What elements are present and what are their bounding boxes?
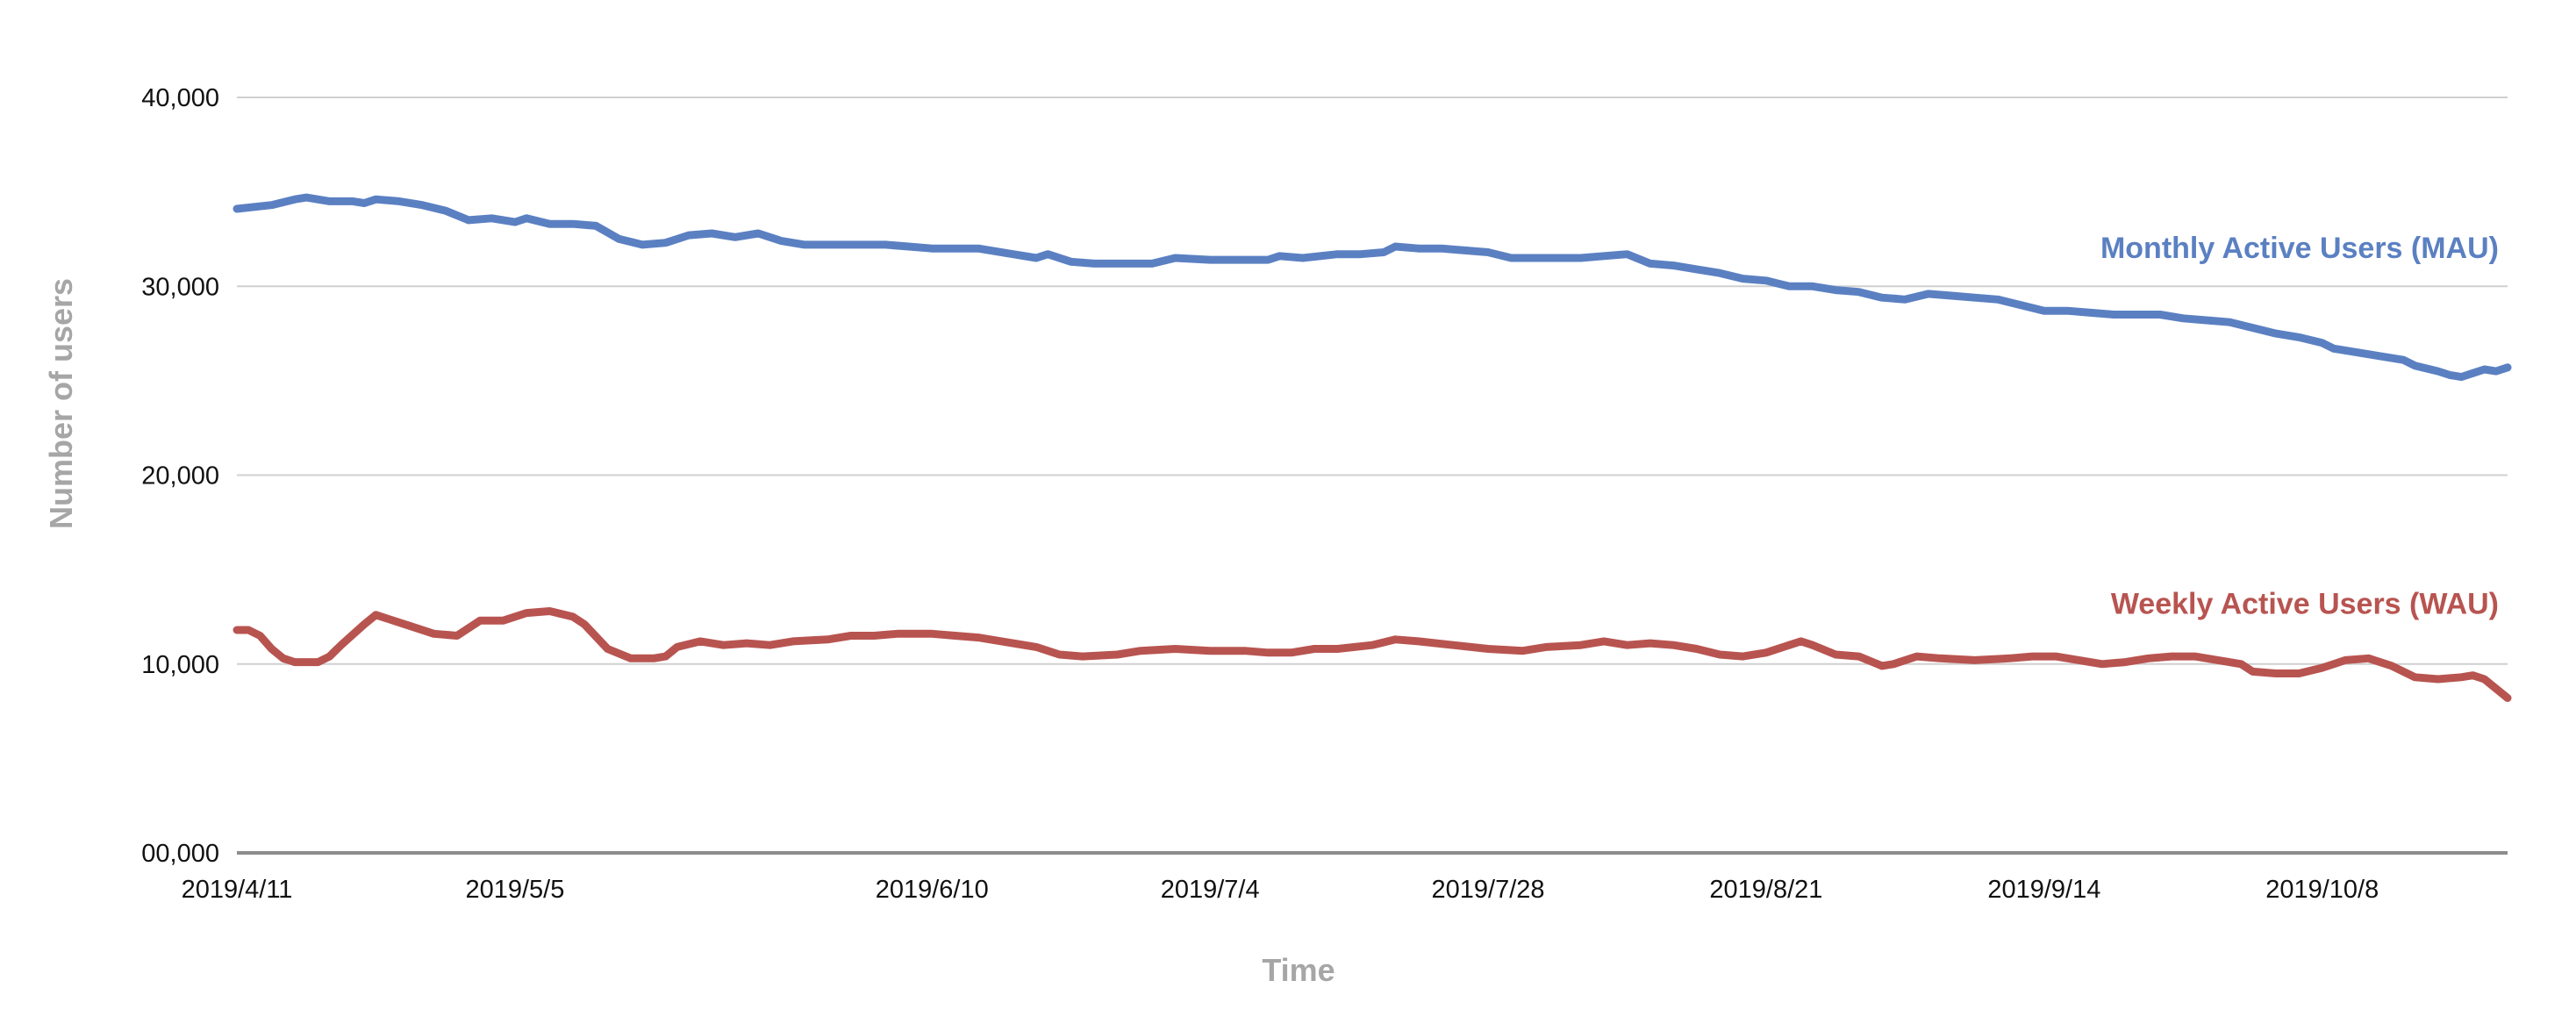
x-tick-label: 2019/4/11 xyxy=(182,876,293,904)
y-tick-label: 30,000 xyxy=(141,273,219,301)
series-line-wau xyxy=(233,607,2512,702)
y-tick-label: 00,000 xyxy=(141,840,219,868)
x-tick-label: 2019/7/28 xyxy=(1432,876,1545,904)
x-axis-title: Time xyxy=(1262,952,1335,988)
series-label-wau: Weekly Active Users (WAU) xyxy=(2111,587,2499,620)
series-line-mau xyxy=(233,193,2512,382)
series-layer xyxy=(233,193,2512,702)
x-tick-label: 2019/6/10 xyxy=(876,876,989,904)
y-axis-title: Number of users xyxy=(43,278,79,529)
y-tick-label: 40,000 xyxy=(141,84,219,112)
series-label-mau: Monthly Active Users (MAU) xyxy=(2100,232,2499,265)
label-layer: Monthly Active Users (MAU) Weekly Active … xyxy=(2100,232,2499,621)
x-tick-label: 2019/8/21 xyxy=(1709,876,1822,904)
x-tick-label: 2019/9/14 xyxy=(1987,876,2100,904)
x-tick-label: 2019/7/4 xyxy=(1161,876,1260,904)
x-tick-label: 2019/5/5 xyxy=(465,876,564,904)
grid-layer xyxy=(237,97,2508,665)
x-tick-label: 2019/10/8 xyxy=(2265,876,2379,904)
y-tick-label: 20,000 xyxy=(141,462,219,490)
axis-layer: 00,000 10,000 20,000 30,000 40,000 2019/4/11 2… xyxy=(141,84,2508,904)
y-tick-label: 10,000 xyxy=(141,651,219,679)
